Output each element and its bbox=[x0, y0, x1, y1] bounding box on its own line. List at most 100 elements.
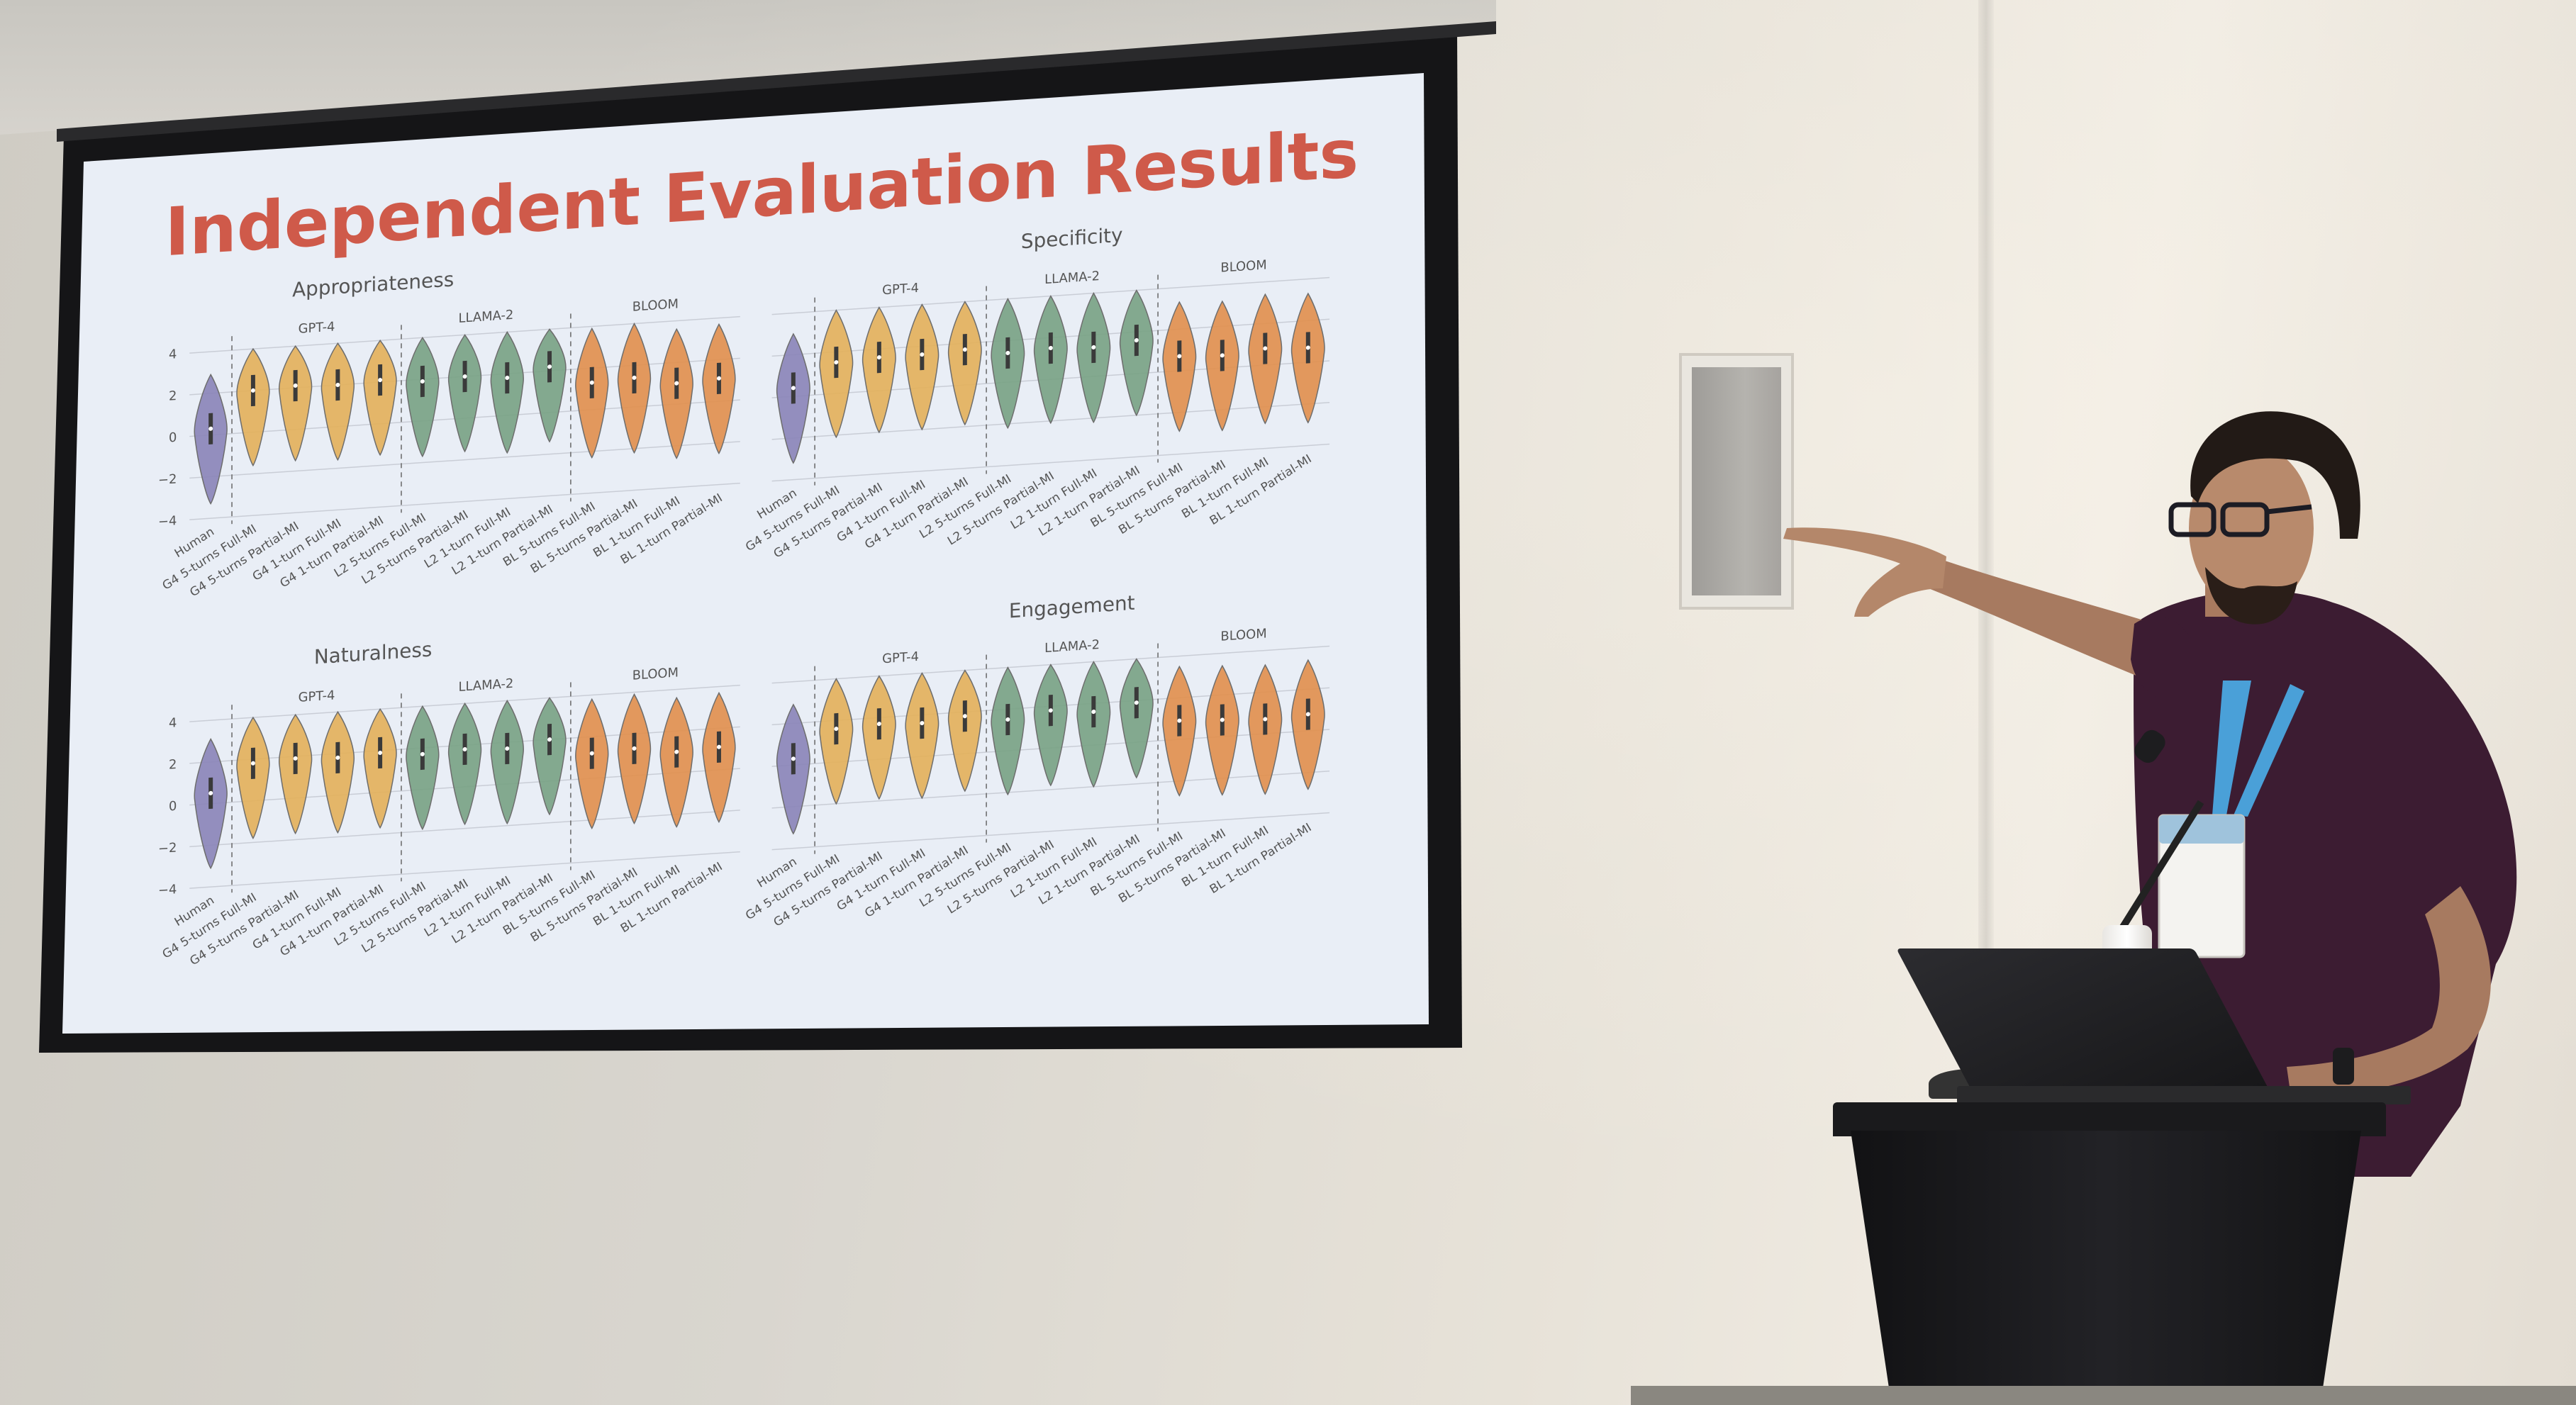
violin bbox=[320, 342, 355, 461]
grid-line bbox=[189, 810, 740, 848]
group-label: LLAMA-2 bbox=[1044, 637, 1100, 656]
violin-median bbox=[547, 737, 552, 742]
violin bbox=[447, 334, 482, 453]
violin-median bbox=[1048, 708, 1053, 713]
violin-median bbox=[420, 379, 425, 384]
grid-line bbox=[771, 443, 1330, 482]
violin-median bbox=[1048, 346, 1053, 351]
group-label: LLAMA-2 bbox=[1044, 269, 1100, 287]
violin-median bbox=[632, 746, 637, 751]
y-tick-label: −4 bbox=[158, 882, 177, 898]
violin bbox=[533, 328, 567, 443]
y-tick-label: 2 bbox=[169, 757, 177, 773]
violin-median bbox=[293, 756, 298, 761]
y-tick-label: −2 bbox=[158, 472, 177, 488]
presenter-beard bbox=[2205, 567, 2297, 625]
violin-median bbox=[716, 376, 721, 381]
violin-median bbox=[834, 360, 839, 365]
violin bbox=[1119, 658, 1154, 779]
violin-median bbox=[293, 384, 298, 388]
violin-median bbox=[1091, 345, 1096, 349]
chart-panels: Appropriateness420−2−4GPT-4LLAMA-2BLOOMH… bbox=[158, 223, 1330, 968]
violin-median bbox=[834, 727, 839, 732]
violin-median bbox=[250, 388, 255, 393]
podium bbox=[1851, 1131, 2361, 1405]
grid-line bbox=[189, 482, 740, 520]
violin-median bbox=[716, 744, 721, 749]
group-label: GPT-4 bbox=[882, 649, 919, 666]
violin-median bbox=[1005, 350, 1010, 355]
violin-median bbox=[1263, 717, 1268, 722]
violin-median bbox=[1177, 354, 1182, 359]
violin-median bbox=[547, 364, 552, 369]
presenter-head bbox=[2189, 444, 2314, 612]
y-tick-label: −2 bbox=[158, 841, 177, 857]
grid-line bbox=[189, 851, 740, 889]
violin-median bbox=[920, 721, 925, 726]
y-tick-label: 2 bbox=[169, 388, 177, 404]
chart-panel-naturalness: Naturalness420−2−4GPT-4LLAMA-2BLOOMHuman… bbox=[158, 637, 740, 968]
violin-median bbox=[920, 352, 925, 357]
slide: Independent Evaluation Results Appropria… bbox=[62, 73, 1429, 1034]
group-label: BLOOM bbox=[632, 665, 679, 683]
presenter-hair bbox=[2190, 411, 2360, 539]
y-tick-label: 4 bbox=[169, 715, 177, 731]
violin-median bbox=[1263, 346, 1268, 351]
group-label: BLOOM bbox=[1220, 257, 1266, 275]
group-label: BLOOM bbox=[1220, 626, 1266, 644]
violin-median bbox=[674, 749, 679, 754]
group-label: GPT-4 bbox=[882, 281, 919, 298]
screen-top-bar bbox=[57, 21, 1496, 142]
wristwatch bbox=[2333, 1048, 2354, 1085]
violin bbox=[363, 340, 397, 457]
y-tick-label: 0 bbox=[169, 799, 177, 815]
violin-median bbox=[1220, 717, 1225, 722]
violin-median bbox=[462, 746, 467, 751]
violin-median bbox=[791, 386, 796, 391]
lanyard bbox=[2212, 681, 2251, 815]
violin-median bbox=[378, 378, 383, 383]
glasses-left-lens bbox=[2168, 502, 2217, 537]
violin-median bbox=[1134, 338, 1139, 343]
violin-median bbox=[505, 376, 510, 381]
slide-content: Independent Evaluation Results Appropria… bbox=[158, 116, 1359, 969]
violin bbox=[406, 336, 440, 458]
violin-median bbox=[1305, 712, 1310, 717]
violin-median bbox=[420, 751, 425, 756]
violin-median bbox=[1177, 718, 1182, 723]
grid-line bbox=[771, 771, 1330, 809]
y-tick-label: 4 bbox=[169, 347, 177, 362]
name-badge-band bbox=[2159, 815, 2244, 844]
violin-median bbox=[962, 714, 967, 719]
violin-median bbox=[505, 746, 510, 751]
violin-median bbox=[335, 382, 340, 387]
group-label: LLAMA-2 bbox=[459, 308, 514, 326]
violin-median bbox=[378, 750, 383, 755]
presenter-left-arm bbox=[2287, 886, 2491, 1094]
lanyard-right bbox=[2234, 684, 2304, 817]
violin-median bbox=[1134, 700, 1139, 705]
violin-median bbox=[1220, 353, 1225, 358]
speaker-grille bbox=[1692, 367, 1781, 595]
violin-median bbox=[462, 374, 467, 379]
violin-median bbox=[632, 375, 637, 380]
violin bbox=[279, 345, 313, 462]
violin-median bbox=[876, 722, 881, 727]
glasses-right-lens bbox=[2220, 502, 2270, 537]
violin bbox=[236, 347, 270, 467]
y-tick-label: 0 bbox=[169, 430, 177, 446]
glasses-arm bbox=[2266, 504, 2312, 515]
violin-median bbox=[208, 426, 213, 431]
presenter-pointing-arm bbox=[1929, 560, 2156, 681]
group-label: LLAMA-2 bbox=[459, 676, 514, 695]
violin bbox=[533, 697, 567, 816]
violin-median bbox=[589, 380, 594, 385]
violin-median bbox=[791, 756, 796, 761]
wall-speaker bbox=[1679, 353, 1794, 610]
presenter-sleeve bbox=[2131, 616, 2191, 702]
group-label: GPT-4 bbox=[299, 319, 335, 336]
violin bbox=[363, 707, 397, 829]
